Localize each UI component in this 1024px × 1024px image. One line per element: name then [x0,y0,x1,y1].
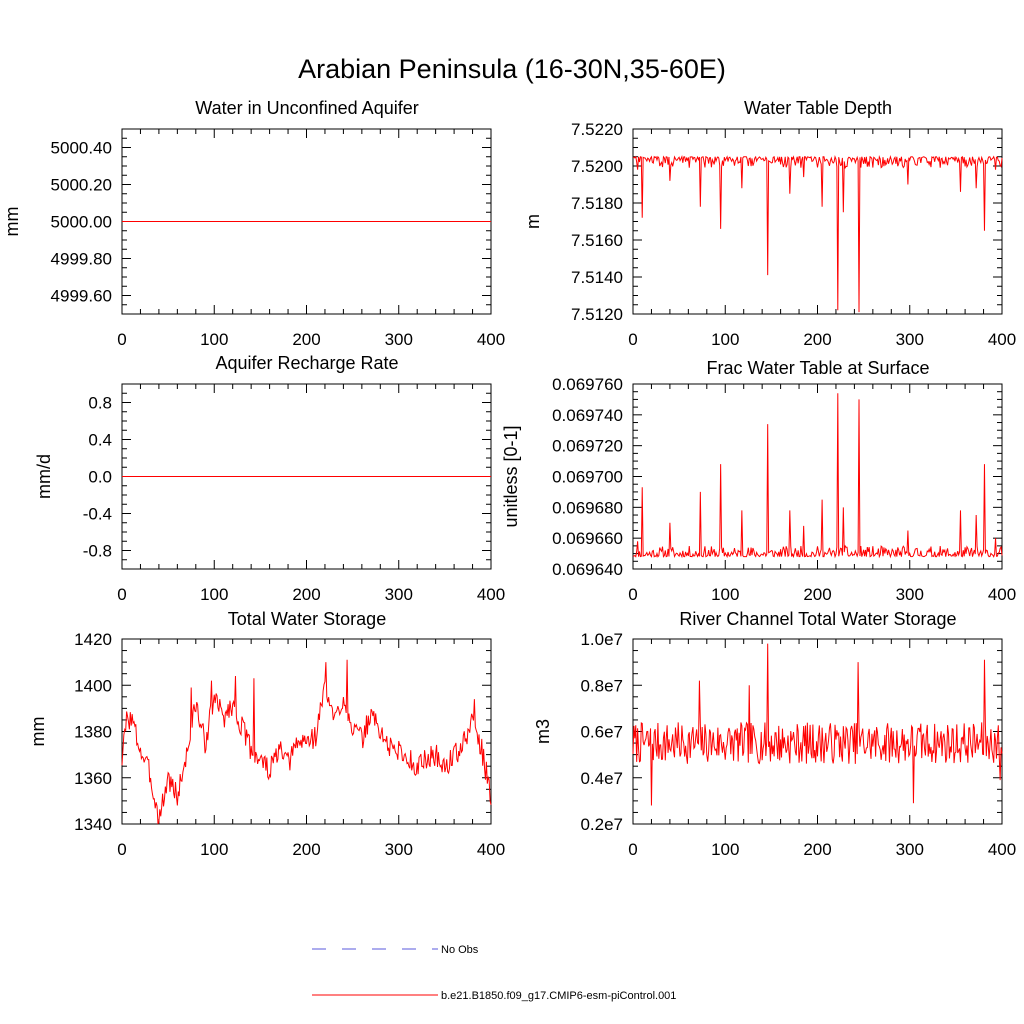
y-tick-label: 1360 [74,769,112,788]
y-tick-label: 5000.20 [51,176,112,195]
x-tick-label: 100 [200,840,228,859]
y-tick-label: 0.069740 [552,406,623,425]
y-tick-label: 7.5120 [571,305,623,324]
x-tick-label: 0 [117,585,126,604]
y-tick-label: 0.069720 [552,437,623,456]
y-tick-label: 0.8e7 [580,676,623,695]
x-tick-label: 400 [477,330,505,349]
panel-aquifer-recharge-rate: Aquifer Recharge Rate 0 100 200 300 400 -0.8 -… [34,353,505,604]
x-tick-label: 0 [117,330,126,349]
x-tick-label: 200 [803,585,831,604]
y-tick-label: 1380 [74,723,112,742]
plot-frame [121,638,492,825]
panel-title: Water in Unconfined Aquifer [195,98,418,118]
y-tick-label: 7.5140 [571,268,623,287]
y-tick-label: 0.0 [88,468,112,487]
plot-frame [632,383,1003,570]
plot-frame [632,638,1003,825]
panel-title: Frac Water Table at Surface [706,358,929,378]
x-tick-label: 0 [628,585,637,604]
y-tick-label: 0.4e7 [580,769,623,788]
y-tick-label: 4999.60 [51,287,112,306]
series-line [632,643,1003,806]
legend-label-model: b.e21.B1850.f09_g17.CMIP6-esm-piControl.… [441,990,676,1002]
panel-title: Aquifer Recharge Rate [215,353,398,373]
x-tick-label: 200 [292,585,320,604]
y-tick-label: 0.069640 [552,560,623,579]
x-tick-label: 400 [477,840,505,859]
y-tick-label: 1400 [74,676,112,695]
x-tick-label: 100 [711,330,739,349]
panel-title: River Channel Total Water Storage [679,609,956,629]
y-axis-label: mm [28,717,48,747]
x-tick-label: 300 [385,330,413,349]
panel-title: Water Table Depth [744,98,892,118]
x-tick-label: 400 [988,840,1016,859]
panel-water-table-depth: Water Table Depth 0 100 200 300 400 7.5120 7.5… [523,98,1016,349]
x-tick-label: 200 [292,840,320,859]
y-tick-label: -0.4 [83,505,112,524]
x-tick-label: 200 [292,330,320,349]
y-axis-label: m [523,214,543,229]
panel-river-channel-total-water-storage: River Channel Total Water Storage 0 100 20… [533,609,1016,859]
x-tick-label: 200 [803,330,831,349]
y-tick-label: 1340 [74,815,112,834]
x-tick-label: 400 [988,330,1016,349]
series-line [121,659,492,825]
x-tick-label: 0 [117,840,126,859]
x-tick-label: 100 [711,840,739,859]
x-tick-label: 300 [385,840,413,859]
panel-title: Total Water Storage [228,609,386,629]
y-tick-label: -0.8 [83,542,112,561]
panel-frac-water-table-at-surface: Frac Water Table at Surface 0 100 200 300 40… [501,358,1016,604]
series-line [632,393,1003,559]
y-tick-label: 0.069700 [552,468,623,487]
y-tick-label: 1420 [74,630,112,649]
legend: No Obs b.e21.B1850.f09_g17.CMIP6-esm-piC… [312,944,676,1002]
x-tick-label: 400 [477,585,505,604]
y-tick-label: 0.4 [88,431,112,450]
y-tick-label: 7.5160 [571,231,623,250]
x-tick-label: 100 [200,585,228,604]
y-tick-label: 4999.80 [51,250,112,269]
y-tick-label: 0.069660 [552,529,623,548]
y-tick-label: 0.2e7 [580,815,623,834]
x-tick-label: 0 [628,840,637,859]
y-tick-label: 7.5200 [571,157,623,176]
y-axis-label: m3 [533,719,553,744]
y-axis-label: mm/d [34,454,54,499]
x-tick-label: 300 [896,585,924,604]
series-line [632,154,1003,313]
y-tick-label: 1.0e7 [580,630,623,649]
plot-frame [632,128,1003,315]
x-tick-label: 400 [988,585,1016,604]
y-tick-label: 7.5220 [571,120,623,139]
y-tick-label: 0.8 [88,394,112,413]
y-tick-label: 0.069680 [552,498,623,517]
panel-water-in-unconfined-aquifer: Water in Unconfined Aquifer 0 100 200 300 40… [2,98,505,349]
y-tick-label: 7.5180 [571,194,623,213]
legend-label-no-obs: No Obs [441,944,479,956]
x-tick-label: 300 [896,840,924,859]
y-tick-label: 5000.00 [51,213,112,232]
panel-total-water-storage: Total Water Storage 0 100 200 300 400 1340 136… [28,609,505,859]
x-tick-label: 100 [711,585,739,604]
x-tick-label: 100 [200,330,228,349]
x-tick-label: 300 [896,330,924,349]
figure-title: Arabian Peninsula (16-30N,35-60E) [298,54,726,84]
y-axis-label: unitless [0-1] [501,425,521,527]
y-tick-label: 0.6e7 [580,723,623,742]
y-tick-label: 5000.40 [51,139,112,158]
y-axis-label: mm [2,207,22,237]
y-tick-label: 0.069760 [552,375,623,394]
x-tick-label: 300 [385,585,413,604]
x-tick-label: 0 [628,330,637,349]
x-tick-label: 200 [803,840,831,859]
